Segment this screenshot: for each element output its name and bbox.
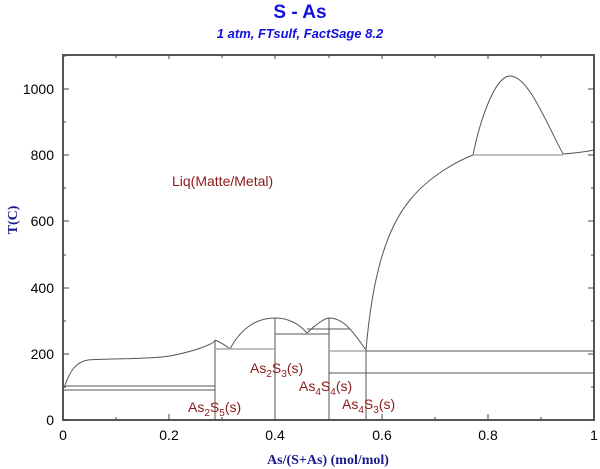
y-tick-labels: 0 200 400 600 800 1000: [23, 81, 54, 428]
label-as4s4: As4S4(s): [299, 378, 352, 398]
svg-text:0: 0: [59, 427, 67, 443]
y-axis-title: T(C): [6, 205, 21, 234]
x-tick-labels: 0 0.2 0.4 0.6 0.8 1: [59, 427, 598, 443]
svg-text:1: 1: [590, 427, 598, 443]
label-liquid: Liq(Matte/Metal): [172, 173, 273, 189]
svg-text:0.2: 0.2: [159, 427, 179, 443]
svg-text:600: 600: [31, 213, 55, 229]
x-axis-title: As/(S+As) (mol/mol): [267, 453, 389, 468]
label-as2s5: As2S5(s): [188, 399, 241, 419]
label-as4s3: As4S3(s): [342, 396, 395, 416]
y-ticks: [63, 55, 594, 421]
svg-text:0.4: 0.4: [265, 427, 285, 443]
eutectic-lines: [215, 154, 563, 352]
phase-boundaries: [63, 75, 595, 420]
svg-text:1000: 1000: [23, 81, 54, 97]
svg-text:400: 400: [31, 280, 55, 296]
label-as2s3: As2S3(s): [250, 360, 303, 380]
chart-subtitle: 1 atm, FTsulf, FactSage 8.2: [216, 26, 384, 41]
svg-text:0.8: 0.8: [478, 427, 498, 443]
chart-title: S - As: [273, 2, 327, 23]
svg-text:200: 200: [31, 346, 55, 362]
svg-text:800: 800: [31, 147, 55, 163]
svg-text:0.6: 0.6: [372, 427, 392, 443]
svg-text:0: 0: [46, 412, 54, 428]
